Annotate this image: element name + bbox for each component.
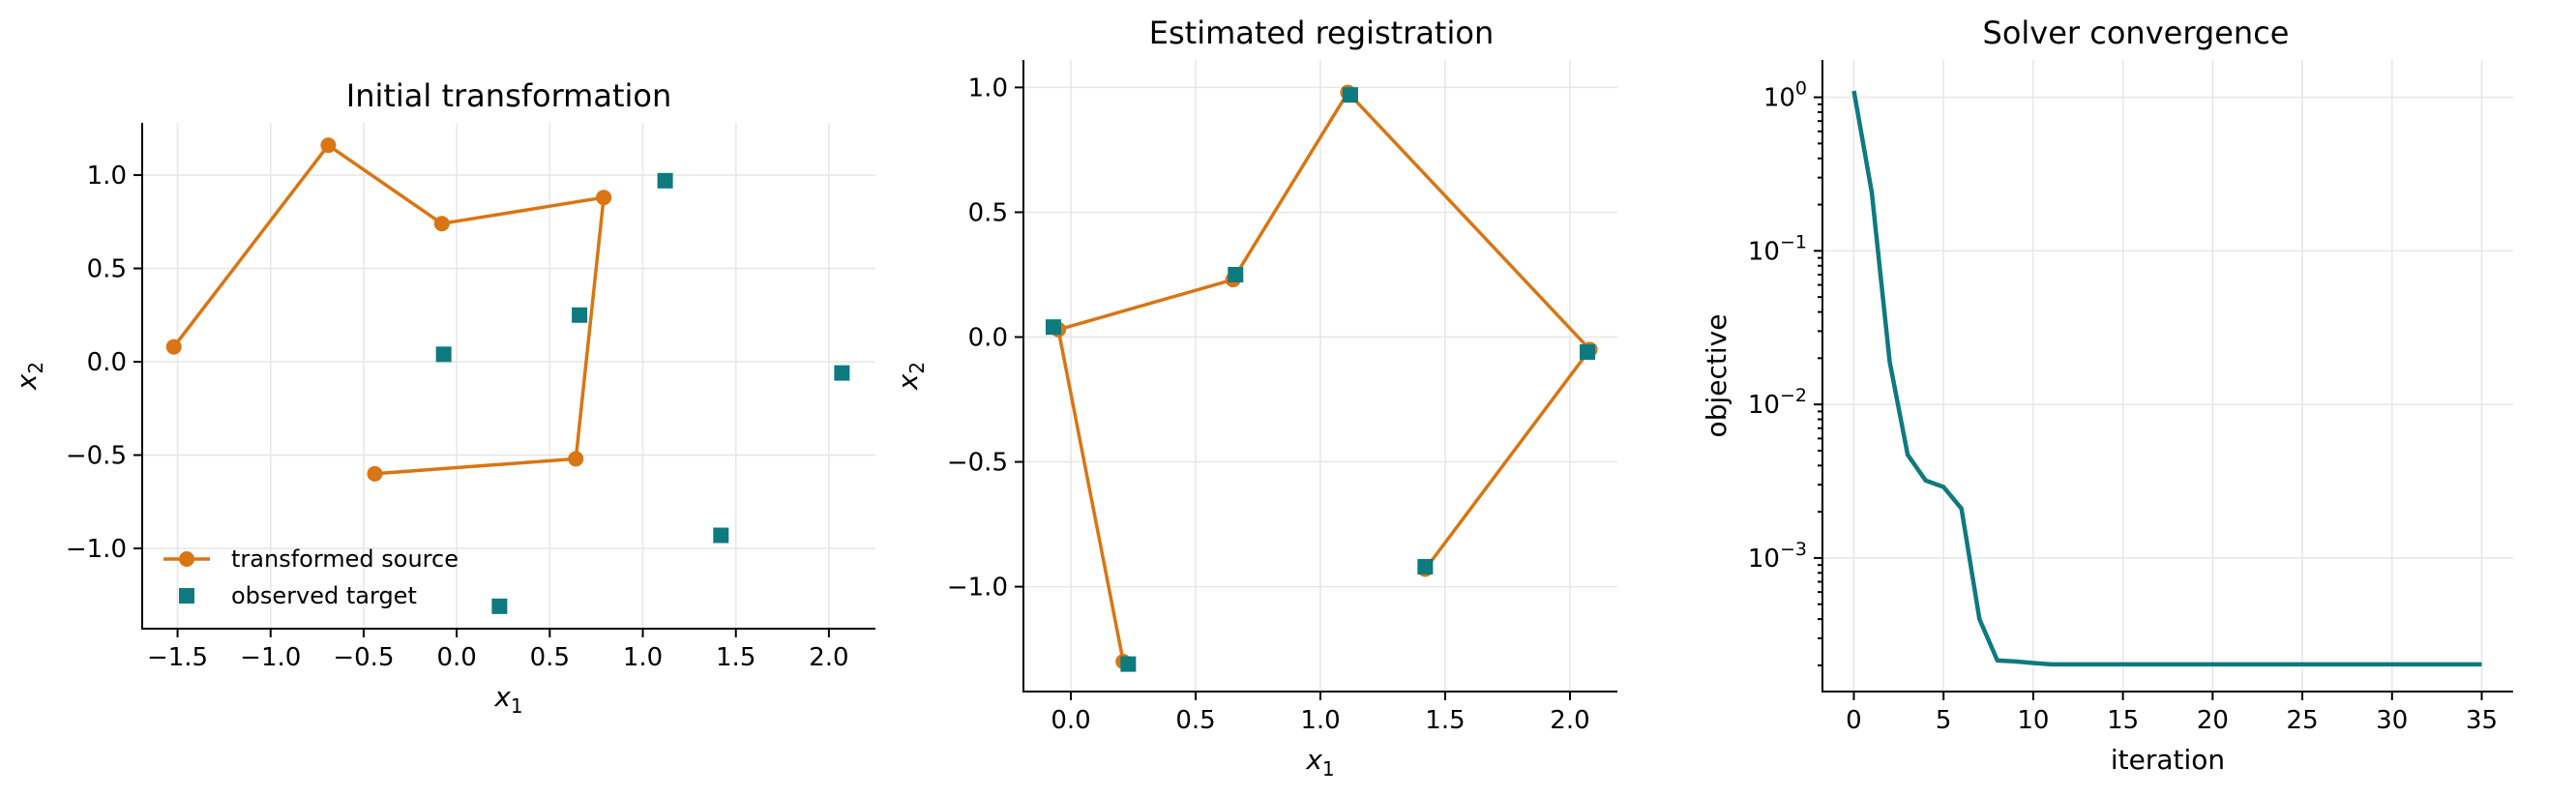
data-point (1580, 343, 1596, 360)
y-tick-label: 0.5 (87, 255, 127, 284)
x-tick-label: 5 (1936, 706, 1952, 735)
data-point (834, 365, 850, 381)
x-tick-label: −1.0 (240, 643, 301, 672)
x-tick-label: 2.0 (809, 643, 848, 672)
series-line (172, 143, 606, 476)
y-axis-label: x2 (892, 362, 929, 391)
gridlines (1822, 60, 2513, 692)
y-axis-label: objective (1701, 314, 1732, 438)
chart-title: Estimated registration (1149, 15, 1494, 51)
x-tick-label: −1.5 (147, 643, 208, 672)
legend-entry: transformed source (163, 545, 459, 573)
y-tick-label: −1.0 (66, 535, 127, 564)
x-tick-label: 1.5 (1425, 706, 1465, 735)
y-tick-label: 10−1 (1748, 231, 1807, 266)
data-point (435, 346, 452, 363)
series-line (1056, 90, 1592, 663)
x-tick-label: 35 (2466, 706, 2498, 735)
data-point (713, 527, 729, 544)
x-axis-label: x1 (1305, 744, 1334, 781)
data-point (433, 216, 450, 232)
data-point (320, 137, 337, 154)
x-tick-label: 1.0 (623, 643, 663, 672)
gridlines (1023, 60, 1617, 692)
data-point (1342, 87, 1358, 103)
chart-title: Initial transformation (346, 77, 672, 114)
gridlines (142, 123, 875, 629)
data-point (1417, 558, 1434, 575)
data-point (491, 598, 508, 614)
x-tick-label: 0.5 (1175, 706, 1215, 735)
legend-marker (179, 588, 194, 604)
data-point (568, 451, 584, 467)
data-point (1120, 656, 1137, 672)
series-line (1851, 90, 2482, 667)
x-tick-label: 0.0 (436, 643, 476, 672)
y-tick-label: −0.5 (66, 442, 127, 471)
data-point (1228, 266, 1244, 282)
x-tick-label: 0 (1846, 706, 1862, 735)
chart-title: Solver convergence (1983, 15, 2290, 51)
x-tick-label: 0.5 (530, 643, 570, 672)
x-axis-label: x1 (493, 681, 522, 718)
x-tick-label: −0.5 (333, 643, 394, 672)
x-tick-label: 1.5 (716, 643, 755, 672)
y-tick-label: 10−3 (1748, 539, 1807, 574)
panel-solver-convergence: Solver convergence 0 5 10 15 20 25 30 35 100 10−1… (1701, 15, 2513, 776)
x-tick-label: 10 (2017, 706, 2049, 735)
panel-estimated-registration: Estimated registration 0.0 0.5 1.0 1.5 2.0 −1… (892, 15, 1617, 781)
y-tick-label: 1.0 (968, 74, 1008, 103)
data-point (657, 172, 673, 189)
legend: transformed source observed target (163, 545, 459, 609)
x-tick-label: 30 (2376, 706, 2408, 735)
series-source (165, 137, 612, 482)
y-axis-label: x2 (11, 362, 47, 391)
legend-marker (179, 551, 194, 567)
y-tick-label: 1.0 (87, 162, 127, 191)
x-tick-label: 0.0 (1051, 706, 1090, 735)
series-target (435, 172, 850, 614)
data-point (1045, 319, 1061, 336)
data-point (596, 190, 612, 206)
y-tick-label: 0.0 (968, 323, 1008, 352)
data-point (572, 307, 588, 323)
y-tick-label: −1.0 (947, 574, 1008, 603)
y-tick-label: 0.0 (87, 348, 127, 377)
legend-label: observed target (231, 582, 417, 609)
data-point (165, 339, 182, 355)
legend-entry: observed target (179, 582, 417, 609)
y-tick-label: 100 (1763, 78, 1807, 113)
data-point (367, 465, 383, 482)
series-target (1045, 87, 1596, 672)
series-convergence (1851, 90, 2482, 667)
y-tick-label: 10−2 (1748, 385, 1807, 420)
x-tick-label: 2.0 (1550, 706, 1589, 735)
series-source (1051, 84, 1598, 670)
x-tick-label: 1.0 (1300, 706, 1340, 735)
x-tick-label: 20 (2197, 706, 2229, 735)
x-tick-label: 25 (2287, 706, 2319, 735)
y-tick-label: 0.5 (968, 198, 1008, 227)
y-tick-label: −0.5 (947, 449, 1008, 478)
x-axis-label: iteration (2111, 744, 2225, 776)
legend-label: transformed source (231, 545, 459, 573)
panel-initial-transformation: Initial transformation −1.5 −1.0 −0.5 0.0 0.… (11, 77, 875, 718)
x-tick-label: 15 (2107, 706, 2139, 735)
